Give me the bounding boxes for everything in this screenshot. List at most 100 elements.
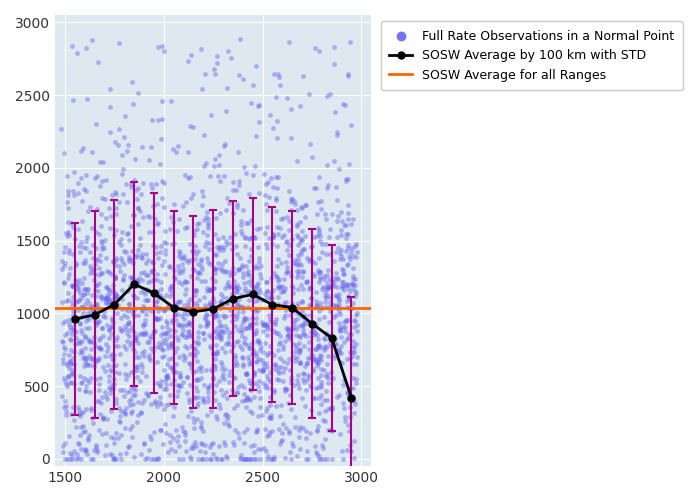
Point — [248, 349, 259, 357]
Point — [343, 334, 354, 342]
Point — [62, 274, 74, 282]
Point — [155, 285, 167, 293]
Point — [237, 362, 248, 370]
Point — [93, 270, 104, 278]
Point — [279, 385, 290, 393]
Point — [286, 406, 297, 413]
Point — [286, 272, 297, 280]
Point — [312, 422, 323, 430]
Point — [138, 268, 149, 276]
Point — [332, 304, 344, 312]
Point — [292, 157, 303, 165]
Point — [57, 392, 68, 400]
Point — [83, 378, 94, 386]
Point — [244, 344, 255, 351]
Point — [103, 384, 114, 392]
Point — [302, 376, 313, 384]
Point — [74, 406, 85, 414]
Point — [227, 294, 238, 302]
Point — [167, 290, 178, 298]
Point — [343, 292, 354, 300]
Point — [132, 196, 143, 203]
Point — [104, 326, 115, 334]
Point — [250, 326, 261, 334]
Point — [142, 390, 153, 398]
Point — [114, 418, 125, 426]
Point — [307, 242, 318, 250]
Point — [260, 278, 272, 286]
Point — [140, 330, 151, 338]
Point — [312, 232, 323, 240]
Point — [221, 415, 232, 423]
Point — [85, 203, 96, 211]
Point — [335, 252, 346, 260]
Point — [258, 359, 269, 367]
Point — [152, 315, 163, 323]
Point — [324, 283, 335, 291]
Point — [115, 324, 126, 332]
Point — [115, 268, 126, 276]
Point — [260, 228, 271, 236]
Point — [318, 396, 329, 404]
Point — [246, 409, 258, 417]
Point — [73, 286, 84, 294]
Point — [106, 314, 118, 322]
Point — [182, 174, 193, 182]
Point — [84, 270, 95, 278]
Point — [220, 312, 232, 320]
Point — [252, 293, 263, 301]
Point — [188, 266, 199, 274]
Point — [90, 292, 101, 300]
Point — [290, 326, 302, 334]
Point — [228, 209, 239, 217]
Point — [279, 276, 290, 283]
Point — [194, 322, 205, 330]
Point — [157, 42, 168, 50]
Point — [149, 314, 160, 322]
Point — [223, 371, 235, 379]
Point — [216, 335, 227, 343]
Point — [265, 291, 276, 299]
Point — [146, 184, 157, 192]
Point — [206, 286, 217, 294]
Point — [130, 364, 141, 372]
Point — [199, 294, 210, 302]
Point — [162, 372, 173, 380]
Point — [123, 442, 134, 450]
Point — [230, 288, 241, 296]
Point — [351, 326, 363, 334]
Point — [312, 210, 323, 218]
Point — [93, 230, 104, 238]
Point — [161, 238, 172, 246]
Point — [140, 316, 151, 324]
Point — [97, 194, 108, 202]
Point — [292, 260, 303, 268]
Point — [89, 338, 100, 346]
Point — [216, 302, 227, 310]
Point — [177, 455, 188, 463]
Point — [288, 316, 299, 324]
Point — [237, 269, 248, 277]
Point — [91, 442, 102, 450]
Point — [61, 359, 72, 367]
Point — [241, 270, 253, 278]
Point — [211, 341, 222, 349]
Point — [281, 212, 293, 220]
Point — [170, 348, 181, 356]
Point — [284, 252, 295, 260]
Point — [88, 446, 99, 454]
Point — [317, 343, 328, 351]
Point — [189, 299, 200, 307]
Point — [279, 386, 290, 394]
Point — [348, 323, 359, 331]
Point — [315, 383, 326, 391]
Point — [197, 329, 209, 337]
Point — [258, 362, 270, 370]
Point — [216, 327, 227, 335]
Point — [244, 384, 255, 392]
Point — [238, 338, 249, 345]
Point — [189, 346, 200, 354]
Point — [151, 244, 162, 252]
Point — [309, 394, 321, 402]
Point — [218, 304, 229, 312]
